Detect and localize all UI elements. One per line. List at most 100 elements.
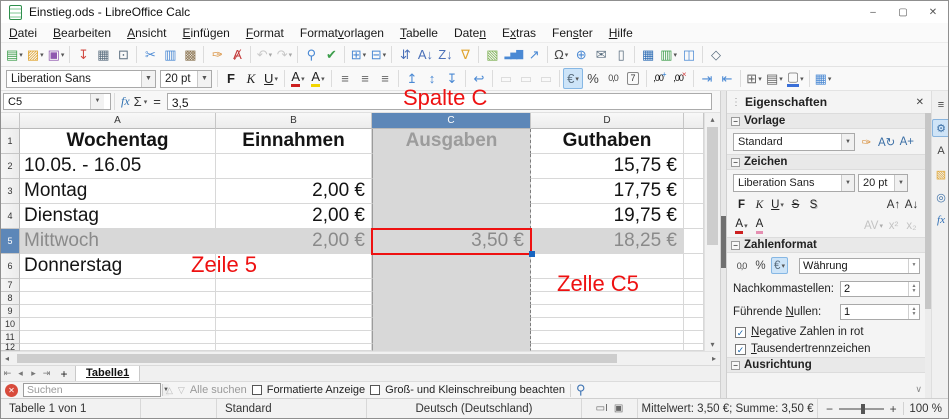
cell-C5[interactable]: 3,50 € <box>372 229 531 254</box>
cell-A9[interactable] <box>20 305 216 318</box>
merge-cells-button[interactable]: ▭ <box>516 68 536 89</box>
add-sheet-button[interactable]: + <box>60 366 68 381</box>
sidebar-font-name-combo[interactable]: Liberation Sans ▼ <box>733 174 855 192</box>
cell-C12[interactable] <box>372 344 531 351</box>
number-category-value[interactable] <box>800 259 908 272</box>
freeze-rows-and-columns-button[interactable]: ▦ <box>638 44 658 65</box>
chevron-down-icon[interactable]: ▾ <box>564 51 569 59</box>
find-all-button[interactable]: Alle suchen <box>189 384 247 396</box>
border-color-button[interactable]: ▢ ▾ <box>785 68 806 89</box>
spinner-icons[interactable]: ▲ ▼ <box>908 282 919 296</box>
character-spacing-button[interactable]: AV ▾ <box>863 217 884 234</box>
close-sidebar-deck-icon[interactable]: ✕ <box>915 96 924 108</box>
find-previous-button[interactable]: △ <box>166 384 173 395</box>
section-vorlage[interactable]: − Vorlage <box>727 113 932 129</box>
find-next-button[interactable]: ▽ <box>177 384 185 395</box>
cell-D1[interactable]: Guthaben <box>531 129 684 154</box>
clear-formatting-button[interactable]: Ⱥ <box>227 44 247 65</box>
cell-D3[interactable]: 17,75 € <box>531 179 684 204</box>
cell-A10[interactable] <box>20 318 216 331</box>
insert-comment-button[interactable]: ✉ <box>591 44 611 65</box>
zoom-in-button[interactable]: + <box>889 401 897 416</box>
cell-partial-10[interactable] <box>684 318 704 331</box>
format-percent-button[interactable]: % <box>752 257 769 274</box>
chevron-down-icon[interactable]: ▾ <box>673 51 678 59</box>
font-color-button[interactable]: A ▾ <box>733 217 750 234</box>
cell-A6[interactable]: Donnerstag <box>20 254 216 279</box>
cell-C3[interactable] <box>372 179 531 204</box>
borders-button[interactable]: ⊞ ▾ <box>744 68 764 89</box>
italic-button[interactable]: K <box>241 68 261 89</box>
sort-ascending-button[interactable]: A↓ <box>415 44 435 65</box>
formula-input-box[interactable] <box>166 93 712 111</box>
chevron-down-icon[interactable]: ▾ <box>301 75 305 83</box>
chevron-down-icon[interactable]: ▾ <box>779 75 783 83</box>
format-currency-button[interactable]: € ▾ <box>771 257 788 274</box>
row-header-6[interactable]: 6 <box>1 254 20 279</box>
row-header-7[interactable]: 7 <box>1 279 20 292</box>
sidebar-scrollbar[interactable] <box>925 113 932 398</box>
chevron-down-icon[interactable]: ▼ <box>141 70 155 87</box>
cell-partial-6[interactable] <box>684 254 704 279</box>
horizontal-scrollbar[interactable]: ◂ ▸ <box>1 351 720 365</box>
copy-button[interactable]: ▥ <box>160 44 180 65</box>
align-left-button[interactable]: ≡ <box>335 68 355 89</box>
cell-B2[interactable] <box>216 154 372 179</box>
format-as-date-button[interactable]: 7 <box>623 68 643 89</box>
decrease-font-size-button[interactable]: A↓ <box>903 196 920 213</box>
cell-B4[interactable]: 2,00 € <box>216 204 372 229</box>
scroll-right-icon[interactable]: ▸ <box>711 354 716 363</box>
cell-B10[interactable] <box>216 318 372 331</box>
chevron-down-icon[interactable]: ▾ <box>143 98 148 106</box>
chevron-down-icon[interactable]: ▾ <box>758 75 762 83</box>
cell-C8[interactable] <box>372 292 531 305</box>
tab-properties-button[interactable]: ⚙ <box>932 119 948 137</box>
collapse-icon[interactable]: − <box>731 240 740 250</box>
cell-B9[interactable] <box>216 305 372 318</box>
format-number-button[interactable]: 0,0 <box>733 257 750 274</box>
first-sheet-button[interactable]: ⇤ <box>1 368 14 379</box>
format-as-number-button[interactable]: 0,0 <box>603 68 623 89</box>
sum-icon[interactable]: Σ <box>133 94 142 109</box>
row-header-4[interactable]: 4 <box>1 204 20 229</box>
row-header-12[interactable]: 12 <box>1 342 20 351</box>
decrease-indent-button[interactable]: ⇤ <box>717 68 737 89</box>
row-button[interactable]: ⊞ ▾ <box>348 44 368 65</box>
close-button[interactable]: ✕ <box>918 1 948 23</box>
insert-chart-button[interactable]: ▂▅▇ <box>502 44 524 65</box>
chevron-down-icon[interactable]: ▾ <box>827 75 832 83</box>
zoom-out-button[interactable]: − <box>826 401 834 416</box>
format-as-currency-button[interactable]: € ▾ <box>563 68 583 89</box>
section-zahlenformat[interactable]: − Zahlenformat <box>727 237 932 253</box>
insert-pivot-table-button[interactable]: ↗ <box>524 44 544 65</box>
cell-C2[interactable] <box>372 154 531 179</box>
menu-tabelle[interactable]: Tabelle <box>399 25 438 40</box>
cell-A11[interactable] <box>20 331 216 344</box>
highlighting-color-button[interactable]: A <box>751 217 768 234</box>
cell-B3[interactable]: 2,00 € <box>216 179 372 204</box>
menu-hilfe[interactable]: Hilfe <box>608 25 633 40</box>
tab-styles-button[interactable]: A <box>932 142 948 160</box>
sidebar-menu-button[interactable]: ≡ <box>932 96 948 114</box>
row-header-9[interactable]: 9 <box>1 305 20 318</box>
column-header-D[interactable]: D <box>531 113 684 129</box>
collapse-icon[interactable]: − <box>731 157 740 167</box>
align-bottom-button[interactable]: ↧ <box>442 68 462 89</box>
tab-gallery-button[interactable]: ▧ <box>932 165 948 183</box>
print-preview-button[interactable]: ⊡ <box>113 44 133 65</box>
cell-reference-input[interactable] <box>4 95 90 108</box>
cell-D12[interactable] <box>531 344 684 351</box>
cell-D4[interactable]: 19,75 € <box>531 204 684 229</box>
cell-B8[interactable] <box>216 292 372 305</box>
center-vertically-button[interactable]: ↕ <box>422 68 442 89</box>
bold-button[interactable]: F <box>733 196 750 213</box>
cell-partial-1[interactable] <box>684 129 704 154</box>
document-modified-icon[interactable]: ▣ <box>613 403 624 414</box>
leading-zeroes-stepper[interactable]: ▲▼ <box>840 304 920 320</box>
new-style-button[interactable]: A+ <box>898 134 915 151</box>
chevron-down-icon[interactable]: ▾ <box>274 75 278 83</box>
spelling-button[interactable]: ✔ <box>321 44 341 65</box>
cell-C9[interactable] <box>372 305 531 318</box>
last-sheet-button[interactable]: ⇥ <box>40 368 53 379</box>
format-as-percent-button[interactable]: % <box>583 68 603 89</box>
